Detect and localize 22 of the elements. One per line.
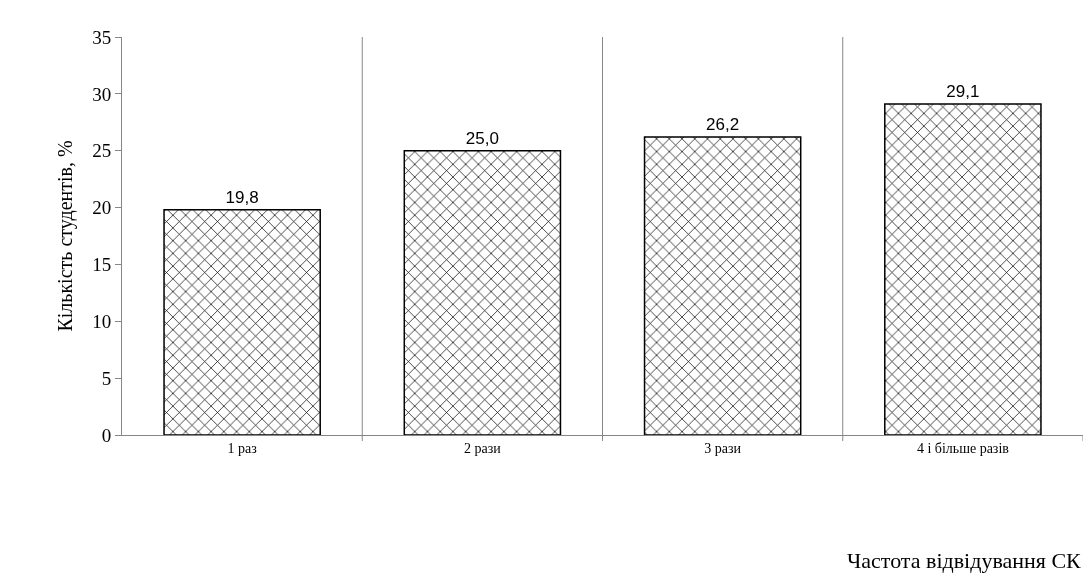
data-label: 19,8: [225, 187, 259, 207]
y-tick-label: 5: [101, 367, 112, 389]
y-axis-title: Кількість студентів, %: [53, 140, 77, 332]
bar: [643, 136, 802, 435]
data-label: 25,0: [465, 128, 499, 148]
y-tick-label: 20: [92, 197, 112, 219]
data-label: 29,1: [946, 82, 980, 102]
y-tick-label: 25: [92, 140, 112, 162]
y-tick-label: 0: [101, 424, 112, 446]
y-tick-label: 15: [92, 254, 112, 276]
x-tick-label: 2 рази: [464, 440, 502, 456]
x-axis-title: Частота відвідування СК: [847, 548, 1082, 573]
data-label: 26,2: [706, 115, 740, 135]
y-tick-label: 10: [92, 310, 112, 332]
bar: [403, 149, 562, 435]
bar: [163, 209, 321, 435]
x-tick-label: 4 і більше разів: [916, 440, 1010, 456]
bar: [884, 103, 1042, 435]
x-tick-label: 3 рази: [704, 440, 742, 456]
x-tick-label: 1 раз: [227, 440, 258, 456]
y-tick-label: 30: [92, 83, 112, 105]
y-tick-label: 35: [92, 26, 112, 48]
